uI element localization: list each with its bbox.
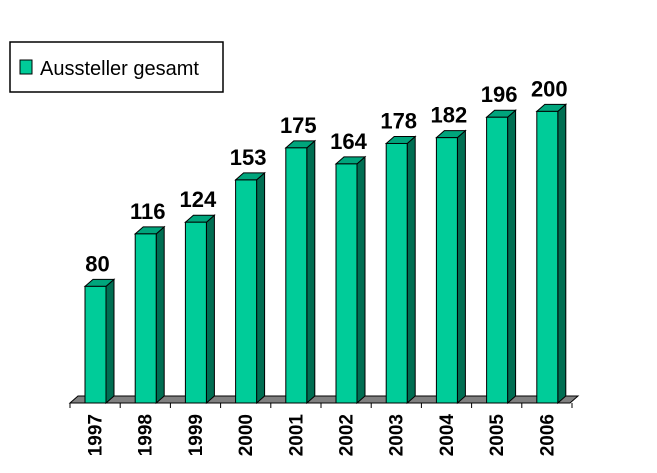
data-label-1998: 116 bbox=[130, 199, 166, 224]
bar-side bbox=[356, 155, 366, 405]
x-tick-label-2004: 2004 bbox=[437, 414, 458, 457]
x-tick-label-2003: 2003 bbox=[387, 414, 408, 456]
bar-side bbox=[105, 278, 115, 405]
bar-1997 bbox=[83, 278, 116, 405]
bar-2006 bbox=[535, 103, 568, 405]
bar-2005 bbox=[485, 109, 517, 405]
x-axis-tick-labels: 1997 1998 1999 2000 2001 2002 2003 2004 2005 2006 bbox=[86, 414, 559, 457]
bar-2001 bbox=[284, 139, 317, 405]
bar-2002 bbox=[334, 155, 367, 405]
data-label-2003: 178 bbox=[380, 108, 417, 133]
bar-1999 bbox=[184, 214, 216, 405]
x-tick-label-1997: 1997 bbox=[86, 414, 107, 456]
bar-front bbox=[486, 116, 509, 404]
bar-side bbox=[456, 129, 466, 405]
data-label-2004: 182 bbox=[431, 103, 468, 128]
bar-side bbox=[406, 135, 416, 405]
bar-side bbox=[256, 171, 266, 405]
data-label-2002: 164 bbox=[330, 129, 367, 154]
bar-front bbox=[184, 221, 207, 404]
bar-front bbox=[134, 233, 157, 404]
bar-side bbox=[205, 214, 215, 405]
bar-side bbox=[507, 109, 517, 405]
bar-side bbox=[557, 103, 567, 405]
data-label-1999: 124 bbox=[180, 187, 217, 212]
legend-swatch bbox=[19, 59, 33, 75]
data-label-1997: 80 bbox=[85, 251, 109, 276]
bar-front bbox=[285, 147, 308, 404]
bar-side bbox=[306, 139, 316, 405]
data-label-2001: 175 bbox=[280, 113, 317, 138]
data-label-2006: 200 bbox=[531, 76, 568, 101]
data-label-2005: 196 bbox=[481, 82, 518, 107]
bar-front bbox=[536, 110, 559, 404]
legend-label: Aussteller gesamt bbox=[40, 58, 199, 80]
x-tick-label-2005: 2005 bbox=[487, 414, 508, 457]
x-tick-label-1999: 1999 bbox=[186, 414, 207, 456]
x-tick-label-1998: 1998 bbox=[136, 414, 157, 456]
bars bbox=[83, 103, 568, 405]
bar-2003 bbox=[384, 135, 417, 405]
x-tick-label-2000: 2000 bbox=[236, 414, 257, 456]
bar-side bbox=[155, 225, 165, 405]
x-tick-label-2002: 2002 bbox=[337, 414, 358, 456]
x-tick-label-2001: 2001 bbox=[286, 414, 307, 457]
bar-2000 bbox=[234, 171, 266, 405]
bar-front bbox=[335, 163, 358, 404]
value-labels: 80 116 124 153 175 164 178 182 196 200 bbox=[85, 76, 567, 276]
bar-2004 bbox=[435, 129, 467, 405]
bar-front bbox=[435, 137, 458, 404]
bar-1998 bbox=[133, 225, 166, 405]
data-label-2000: 153 bbox=[230, 145, 267, 170]
bar-front bbox=[385, 142, 408, 404]
legend-box bbox=[9, 41, 224, 93]
bar-front bbox=[235, 179, 258, 404]
bar-front bbox=[84, 285, 107, 404]
legend: Aussteller gesamt bbox=[9, 41, 224, 93]
x-tick-label-2006: 2006 bbox=[537, 414, 558, 456]
